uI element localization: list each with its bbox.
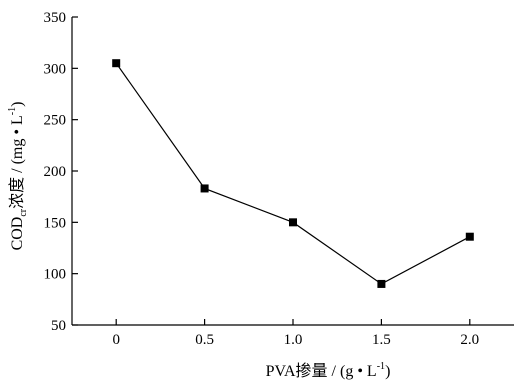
- y-ticks: 50 100 150 200 250 300 350: [44, 10, 78, 334]
- y-tick-label: 350: [44, 10, 67, 26]
- y-tick-label: 200: [44, 164, 67, 180]
- x-axis-title: PVA掺量 / (g • L-1): [266, 361, 391, 380]
- y-axis-title-main: COD: [9, 217, 26, 251]
- y-tick-label: 250: [44, 113, 67, 129]
- data-point-marker: [465, 232, 474, 241]
- y-axis-title-sup: -1: [7, 107, 18, 115]
- x-tick-label: 0.5: [195, 332, 214, 348]
- y-axis-title-tail: ): [9, 102, 26, 107]
- x-tick-label: 0: [112, 332, 120, 348]
- x-tick-label: 1.0: [284, 332, 303, 348]
- x-ticks: 0 0.5 1.0 1.5 2.0: [112, 319, 479, 348]
- data-point-marker: [112, 59, 121, 68]
- x-tick-label: 1.5: [372, 332, 391, 348]
- data-point-marker: [200, 184, 209, 193]
- y-tick-label: 50: [51, 318, 66, 334]
- y-tick-label: 100: [44, 267, 67, 283]
- axes: [71, 17, 514, 326]
- y-tick-label: 150: [44, 215, 67, 231]
- y-axis-title: CODcr浓度 / (mg • L-1): [7, 102, 29, 251]
- x-axis-title-tail: ): [385, 363, 390, 380]
- x-tick-label: 2.0: [460, 332, 479, 348]
- x-axis-title-main: PVA掺量 / (g • L: [266, 362, 377, 380]
- data-point-marker: [377, 279, 386, 288]
- y-axis-title-mid: 浓度 / (mg • L: [8, 115, 26, 209]
- x-axis-title-sup: -1: [377, 361, 385, 372]
- series-layer: [112, 59, 474, 288]
- series-line: [115, 62, 471, 285]
- y-axis-title-sub: cr: [18, 208, 29, 216]
- y-tick-label: 300: [44, 61, 67, 77]
- data-point-marker: [289, 218, 297, 227]
